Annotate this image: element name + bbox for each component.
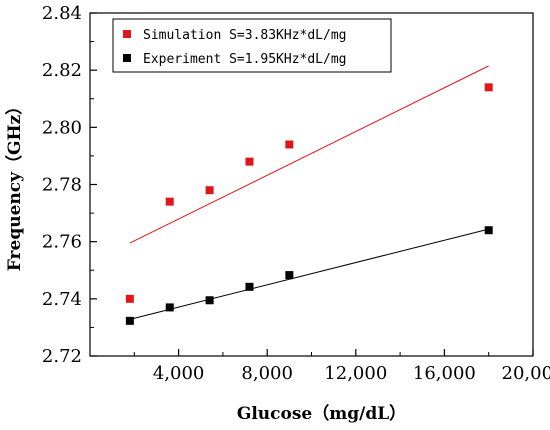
series-1-point	[484, 226, 493, 235]
legend-marker-0	[123, 30, 131, 38]
series-1-fit-line	[129, 228, 489, 320]
series-1-point	[285, 271, 294, 280]
x-tick-label: 12,000	[324, 363, 387, 384]
series-1-point	[165, 303, 174, 312]
series-0-point	[285, 140, 294, 149]
x-tick-label: 4,000	[153, 363, 205, 384]
series-1-point	[205, 296, 214, 305]
series-0-point	[125, 294, 134, 303]
y-tick-label: 2.74	[42, 289, 82, 310]
y-tick-label: 2.82	[42, 60, 82, 81]
y-tick-label: 2.78	[42, 175, 82, 196]
series-0-point	[165, 197, 174, 206]
series-1-point	[245, 282, 254, 291]
y-tick-label: 2.76	[42, 232, 82, 253]
legend-marker-1	[123, 54, 131, 62]
series-0-point	[205, 186, 214, 195]
series-0-point	[484, 83, 493, 92]
y-tick-label: 2.84	[42, 3, 82, 24]
series-0-fit-line	[129, 65, 489, 244]
x-tick-label: 8,000	[241, 363, 293, 384]
series-1-point	[125, 316, 134, 325]
y-tick-label: 2.72	[42, 346, 82, 367]
x-tick-label: 16,000	[413, 363, 476, 384]
y-axis-title: Frequency（GHz）	[4, 98, 25, 271]
series-0-point	[245, 157, 254, 166]
legend-label-0: Simulation S=3.83KHz*dL/mg	[143, 28, 347, 43]
y-tick-label: 2.80	[42, 117, 82, 138]
x-tick-label: 20,000	[502, 363, 550, 384]
legend-box	[112, 18, 392, 73]
x-axis-title: Glucose（mg/dL）	[237, 403, 406, 424]
legend-label-1: Experiment S=1.95KHz*dL/mg	[143, 52, 347, 67]
